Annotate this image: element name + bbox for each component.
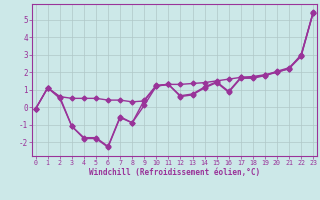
X-axis label: Windchill (Refroidissement éolien,°C): Windchill (Refroidissement éolien,°C) (89, 168, 260, 177)
